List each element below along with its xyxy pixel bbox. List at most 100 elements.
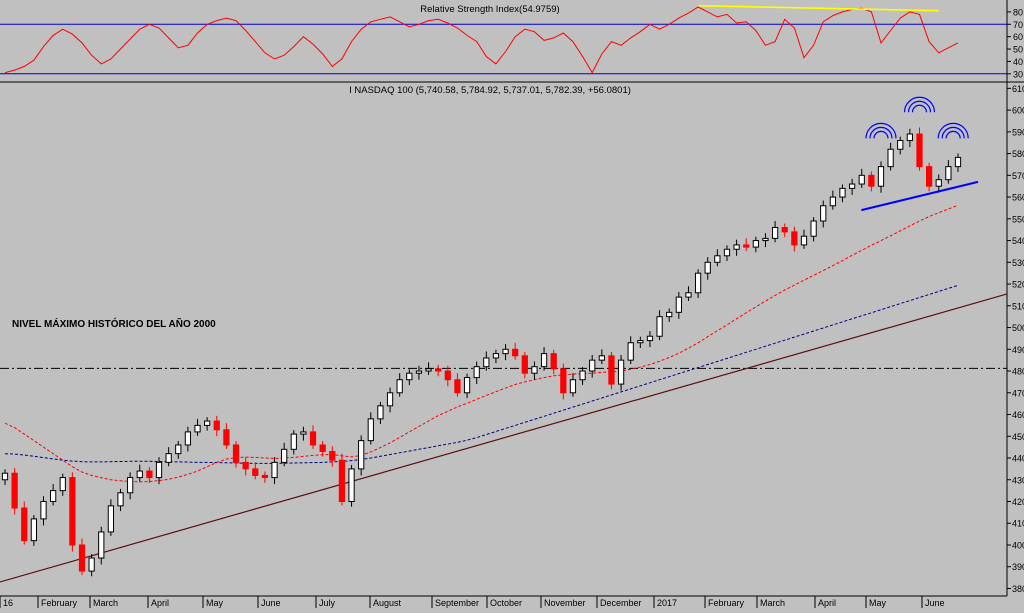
candle-body — [945, 166, 952, 181]
candle-body — [714, 255, 721, 263]
candle-body — [723, 248, 731, 257]
candle-body — [781, 227, 788, 233]
ath-2000-label: NIVEL MÁXIMO HISTÓRICO DEL AÑO 2000 — [12, 317, 216, 330]
candle-body — [771, 227, 779, 239]
candle-body — [906, 133, 913, 142]
candle-body — [290, 433, 297, 450]
price-tick-label: 5100 — [1012, 301, 1024, 311]
candle-body — [367, 418, 374, 442]
candle-body — [50, 490, 57, 502]
rsi-panel: 30 40 50 60 70 80 Relative Strength Index(54.… — [0, 0, 1024, 83]
candle-body — [656, 316, 663, 337]
rsi-tick-label: 40 — [1013, 57, 1023, 67]
arc-stroke — [865, 122, 897, 139]
candle-body — [560, 368, 567, 394]
candle-body — [329, 450, 336, 461]
candle-body — [30, 518, 37, 542]
candle-body — [40, 500, 47, 520]
x-tick-label: 16 — [3, 598, 13, 608]
price-tick-label: 6100 — [1012, 84, 1024, 94]
candle-body — [213, 420, 220, 431]
price-tick-label: 4700 — [1012, 388, 1024, 398]
candle-body — [435, 368, 442, 372]
head-shoulders-neckline — [861, 180, 979, 212]
candle-body — [800, 235, 808, 246]
price-tick-label: 5300 — [1012, 258, 1024, 268]
x-tick-label: September — [435, 598, 479, 608]
x-tick-label: February — [708, 598, 745, 608]
rsi-title: Relative Strength Index(54.9759) — [420, 4, 559, 15]
candle-body — [69, 477, 76, 546]
candle-body — [88, 557, 95, 572]
price-tick-label: 4400 — [1012, 454, 1024, 464]
price-tick-label: 3800 — [1012, 584, 1024, 594]
candle-body — [406, 372, 413, 381]
rsi-tick-label: 70 — [1013, 20, 1023, 30]
price-tick-label: 5800 — [1012, 149, 1024, 159]
price-tick-label: 4900 — [1012, 345, 1024, 355]
candle-body — [810, 220, 817, 237]
candle-body — [820, 205, 827, 222]
candle-body — [107, 505, 115, 533]
price-tick-label: 4000 — [1012, 540, 1024, 550]
arc-stroke — [903, 96, 936, 113]
candle-body — [579, 370, 586, 381]
candle-body — [415, 370, 423, 374]
candle-body — [598, 355, 605, 361]
candle-body — [117, 492, 124, 507]
candle-body — [608, 355, 615, 385]
x-tick-label: March — [93, 598, 118, 608]
candle-body — [733, 244, 740, 250]
candle-body — [194, 424, 201, 433]
candle-body — [223, 429, 230, 446]
x-tick-label: October — [490, 598, 522, 608]
long-term-support-line — [0, 293, 1008, 583]
candle-body — [59, 477, 66, 492]
candlestick-series — [1, 127, 962, 577]
candle-body — [762, 237, 769, 242]
candle-body — [829, 196, 836, 207]
candle-body — [281, 448, 288, 463]
x-tick-label: August — [373, 598, 402, 608]
arc-stroke — [907, 100, 932, 113]
arc-stroke — [945, 130, 961, 139]
arc-stroke — [873, 130, 889, 139]
price-title: I NASDAQ 100 (5,740.58, 5,784.92, 5,737.… — [349, 85, 631, 96]
price-y-axis: 3800 3900 4000 4100 4200 4300 4400 4500 4600 4700… — [1007, 84, 1024, 594]
candle-body — [666, 311, 673, 318]
x-tick-label: February — [41, 598, 78, 608]
price-tick-label: 4100 — [1012, 519, 1024, 529]
candle-body — [11, 472, 18, 509]
x-tick-label: May — [869, 598, 887, 608]
price-panel: 3800 3900 4000 4100 4200 4300 4400 4500 4600 4700… — [0, 82, 1024, 608]
candle-body — [98, 531, 105, 559]
candle-body — [540, 353, 548, 368]
price-tick-label: 4800 — [1012, 367, 1024, 377]
candle-body — [348, 468, 355, 502]
candle-body — [204, 420, 211, 426]
arc-stroke — [869, 126, 893, 139]
candle-body — [531, 366, 538, 374]
price-tick-label: 4300 — [1012, 475, 1024, 485]
x-tick-label: June — [925, 598, 945, 608]
candle-body — [916, 133, 923, 168]
candle-body — [637, 340, 644, 344]
price-tick-label: 6000 — [1012, 106, 1024, 116]
candle-body — [704, 261, 711, 274]
time-x-axis: 16 February March April May June July August Sep… — [0, 596, 945, 608]
candle-body — [492, 353, 500, 359]
candle-body — [271, 461, 278, 479]
candle-body — [155, 461, 163, 479]
candle-body — [300, 431, 307, 435]
rsi-level-lines — [0, 23, 1007, 75]
arc-stroke — [911, 104, 928, 113]
candle-body — [935, 179, 942, 187]
price-tick-label: 5400 — [1012, 236, 1024, 246]
candle-body — [175, 444, 182, 455]
x-tick-label: July — [319, 598, 336, 608]
candle-body — [617, 359, 625, 385]
x-tick-label: April — [818, 598, 836, 608]
candle-body — [589, 359, 596, 372]
price-tick-label: 5200 — [1012, 280, 1024, 290]
